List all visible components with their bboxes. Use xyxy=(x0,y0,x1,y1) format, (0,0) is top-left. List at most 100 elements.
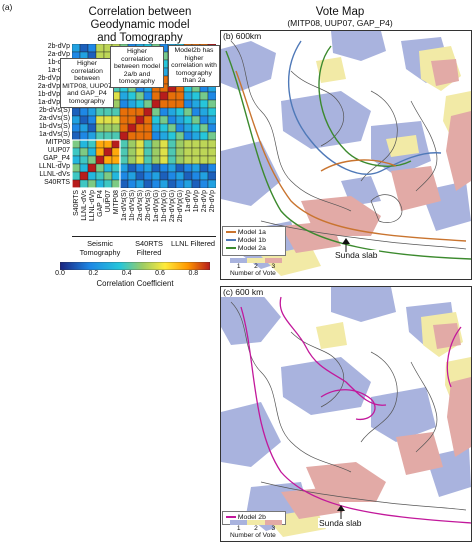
vote-swatch-1 xyxy=(230,520,248,525)
vote-ticks-b: 1 2 3 xyxy=(236,263,276,270)
matrix-cell xyxy=(111,107,121,117)
vote-swatch-2 xyxy=(247,258,265,263)
matrix-cell xyxy=(119,115,129,125)
slab-contours-c xyxy=(240,296,471,524)
matrix-cell xyxy=(207,163,216,173)
matrix-cell xyxy=(143,99,153,109)
vote-scale-bar-c xyxy=(230,520,282,525)
matrix-cell xyxy=(87,147,97,157)
matrix-cell xyxy=(175,99,185,109)
matrix-col-label: LLNL-dVp xyxy=(89,190,96,222)
matrix-cell xyxy=(159,179,169,188)
matrix-cell xyxy=(167,91,177,101)
matrix-row-label: GAP_P4 xyxy=(43,155,70,162)
matrix-cell xyxy=(127,171,137,181)
matrix-cell xyxy=(87,179,97,188)
matrix-row-label: UUP07 xyxy=(47,147,70,154)
matrix-cell xyxy=(199,171,209,181)
matrix-cell xyxy=(87,171,97,181)
matrix-cell xyxy=(72,131,81,141)
map-panel-b xyxy=(220,30,472,280)
colorbar xyxy=(60,262,210,270)
sunda-slab-label-b: Sunda slab xyxy=(334,250,379,260)
matrix-cell xyxy=(87,115,97,125)
matrix-cell xyxy=(95,139,105,149)
matrix-row-label: 2b-dVp(G) xyxy=(37,75,70,82)
matrix-row-label: LLNL-dVp xyxy=(38,163,70,170)
matrix-cell xyxy=(207,179,216,188)
matrix-cell xyxy=(175,163,185,173)
matrix-cell xyxy=(87,163,97,173)
matrix-cell xyxy=(79,139,89,149)
matrix-cell xyxy=(175,155,185,165)
matrix-cell xyxy=(79,179,89,188)
matrix-cell xyxy=(175,115,185,125)
matrix-cell xyxy=(159,171,169,181)
matrix-cell xyxy=(143,123,153,133)
matrix-cell xyxy=(191,99,201,109)
matrix-cell xyxy=(183,179,193,188)
matrix-cell xyxy=(111,147,121,157)
matrix-cell xyxy=(135,91,145,101)
matrix-row-label: 2b-dVp xyxy=(47,43,70,50)
matrix-col-label: 2a-dVp(G) xyxy=(169,190,176,223)
matrix-cell xyxy=(72,139,81,149)
matrix-col-label: 2b-dVp xyxy=(209,190,216,213)
map-c-canvas xyxy=(221,287,471,541)
matrix-cell xyxy=(199,107,209,117)
matrix-col-label: 1a-dVs(S) xyxy=(121,190,128,222)
matrix-cell xyxy=(191,139,201,149)
matrix-row-label: 2a-dVs(S) xyxy=(38,115,70,122)
group-bracket xyxy=(72,236,216,237)
matrix-cell xyxy=(183,115,193,125)
matrix-row-label: LLNL-dVs xyxy=(39,171,70,178)
matrix-row-label: 1b-dVs(S) xyxy=(38,123,70,130)
legend-item-model-2a: Model 2a xyxy=(226,245,282,253)
matrix-cell xyxy=(151,99,161,109)
matrix-cell xyxy=(207,91,216,101)
matrix-cell xyxy=(135,163,145,173)
matrix-cell xyxy=(135,139,145,149)
matrix-cell xyxy=(95,155,105,165)
matrix-row-label: 1a-dVp(G) xyxy=(37,99,70,106)
matrix-cell xyxy=(143,179,153,188)
matrix-cell xyxy=(111,155,121,165)
matrix-cell xyxy=(111,171,121,181)
matrix-cell xyxy=(119,131,129,141)
matrix-cell xyxy=(143,155,153,165)
matrix-cell xyxy=(143,131,153,141)
matrix-cell xyxy=(135,123,145,133)
matrix-col-label: 1a-dVp xyxy=(185,190,192,213)
matrix-cell xyxy=(191,163,201,173)
matrix-cell xyxy=(159,107,169,117)
matrix-cell xyxy=(103,163,113,173)
matrix-col-label: 2b-dVs(S) xyxy=(145,190,152,222)
matrix-cell xyxy=(191,123,201,133)
matrix-cell xyxy=(135,171,145,181)
matrix-cell xyxy=(199,147,209,157)
matrix-cell xyxy=(167,115,177,125)
matrix-cell xyxy=(119,139,129,149)
matrix-cell xyxy=(103,131,113,141)
vote-swatch-3 xyxy=(264,258,282,263)
matrix-cell xyxy=(191,107,201,117)
matrix-cell xyxy=(167,171,177,181)
matrix-cell xyxy=(167,107,177,117)
vote-scale-bar-b xyxy=(230,258,282,263)
matrix-cell xyxy=(72,44,81,53)
matrix-cell xyxy=(95,44,105,53)
matrix-cell xyxy=(183,123,193,133)
vote-map-title: Vote Map xyxy=(315,6,365,18)
matrix-cell xyxy=(127,107,137,117)
vote-map-subtitle: (MITP08, UUP07, GAP_P4) xyxy=(287,18,393,28)
matrix-cell xyxy=(199,155,209,165)
matrix-cell xyxy=(175,107,185,117)
matrix-cell xyxy=(207,139,216,149)
title-line-3: and Tomography xyxy=(97,32,183,44)
matrix-cell xyxy=(119,163,129,173)
matrix-col-label: GAP_P4 xyxy=(97,190,104,217)
matrix-cell xyxy=(95,115,105,125)
matrix-cell xyxy=(127,147,137,157)
matrix-cell xyxy=(79,163,89,173)
matrix-cell xyxy=(103,115,113,125)
